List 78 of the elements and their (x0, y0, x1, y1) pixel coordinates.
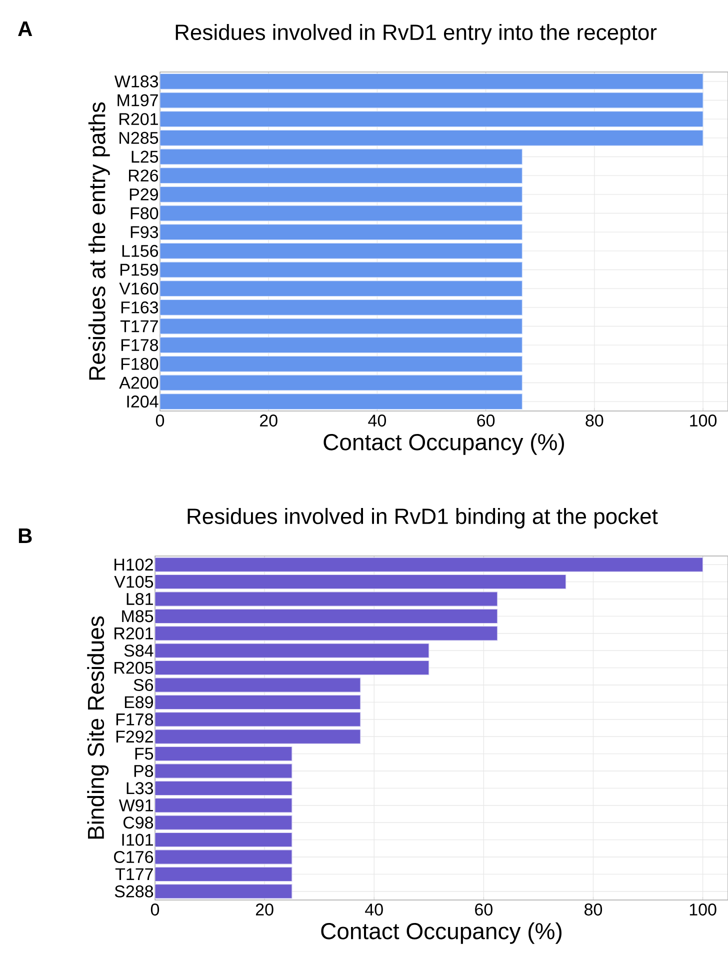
bar (155, 764, 292, 778)
y-tick-label: S6 (134, 678, 154, 692)
y-tick-label: L81 (126, 592, 153, 606)
x-axis-title: Contact Occupancy (%) (321, 922, 562, 944)
x-tick-label: 0 (150, 904, 160, 916)
y-tick-label: F93 (130, 226, 158, 238)
bar (155, 694, 361, 710)
y-tick-label: V105 (114, 576, 154, 588)
y-axis-title: Binding Site Residues (87, 616, 109, 839)
x-tick-label: 60 (475, 904, 492, 916)
x-tick-label: 80 (586, 414, 604, 427)
x-tick-label: 80 (584, 904, 602, 916)
y-tick-label: L33 (126, 782, 154, 794)
x-tick-label: 60 (477, 414, 495, 427)
bar (155, 815, 292, 830)
y-tick-label: P29 (130, 188, 158, 200)
y-tick-label: R205 (114, 662, 154, 674)
bar (155, 866, 292, 882)
bar (155, 798, 292, 813)
bar (155, 746, 292, 762)
bar (155, 780, 292, 796)
y-tick-label: E89 (124, 696, 153, 708)
y-tick-label: F80 (130, 207, 158, 220)
y-tick-label: R201 (120, 113, 158, 126)
y-tick-label: S288 (114, 885, 154, 898)
y-tick-label: F163 (121, 301, 158, 314)
y-axis-title: Residues at the entry paths (88, 102, 110, 380)
text: B (18, 528, 32, 543)
y-tick-label: T177 (120, 320, 158, 332)
x-tick-label: 100 (690, 904, 716, 916)
y-tick-label: M197 (118, 94, 158, 106)
y-tick-label: N285 (120, 132, 158, 144)
y-tick-label: H102 (114, 558, 153, 571)
y-tick-label: C176 (114, 850, 154, 864)
bar (155, 643, 430, 658)
x-tick-label: 40 (365, 904, 383, 916)
bar (155, 608, 498, 624)
chart-title: Residues involved in RvD1 entry into the receptor (176, 24, 657, 44)
y-tick-label: F178 (116, 713, 154, 726)
y-tick-label: L25 (132, 150, 158, 163)
bar (155, 678, 361, 692)
y-tick-label: M85 (122, 610, 154, 622)
bar (155, 712, 361, 727)
bar (155, 557, 704, 572)
bar (155, 850, 292, 864)
y-tick-label: V160 (119, 282, 158, 295)
bar (155, 574, 566, 590)
y-tick-label: A200 (119, 376, 158, 389)
y-tick-label: C98 (123, 816, 154, 829)
x-axis-title: Contact Occupancy (%) (324, 433, 564, 455)
bar (155, 832, 292, 848)
y-tick-label: R26 (129, 170, 158, 182)
y-tick-label: W183 (114, 75, 158, 88)
x-tick-label: 100 (690, 414, 717, 427)
bar (155, 592, 498, 606)
x-tick-label: 20 (260, 414, 278, 427)
y-tick-label: I101 (122, 834, 153, 846)
y-tick-label: T177 (115, 868, 153, 880)
bar (155, 884, 292, 899)
x-tick-label: 40 (368, 414, 386, 427)
y-tick-label: W91 (118, 799, 153, 812)
y-tick-label: P159 (120, 264, 158, 276)
bar (155, 660, 430, 676)
y-tick-label: F5 (135, 748, 154, 760)
bar (155, 729, 361, 744)
y-tick-label: S84 (124, 644, 154, 657)
y-tick-label: P8 (134, 764, 154, 778)
text: A (18, 22, 32, 36)
x-tick-label: 0 (156, 414, 164, 427)
y-tick-label: F180 (121, 358, 158, 370)
x-tick-label: 20 (256, 904, 274, 916)
bar (155, 626, 498, 641)
y-tick-label: I204 (127, 396, 158, 408)
y-tick-label: L156 (122, 244, 158, 257)
y-tick-label: R201 (114, 627, 153, 640)
chart-title: Residues involved in RvD1 binding at the pocket (188, 508, 658, 528)
y-tick-label: F292 (116, 730, 153, 743)
y-tick-label: F178 (121, 339, 158, 352)
